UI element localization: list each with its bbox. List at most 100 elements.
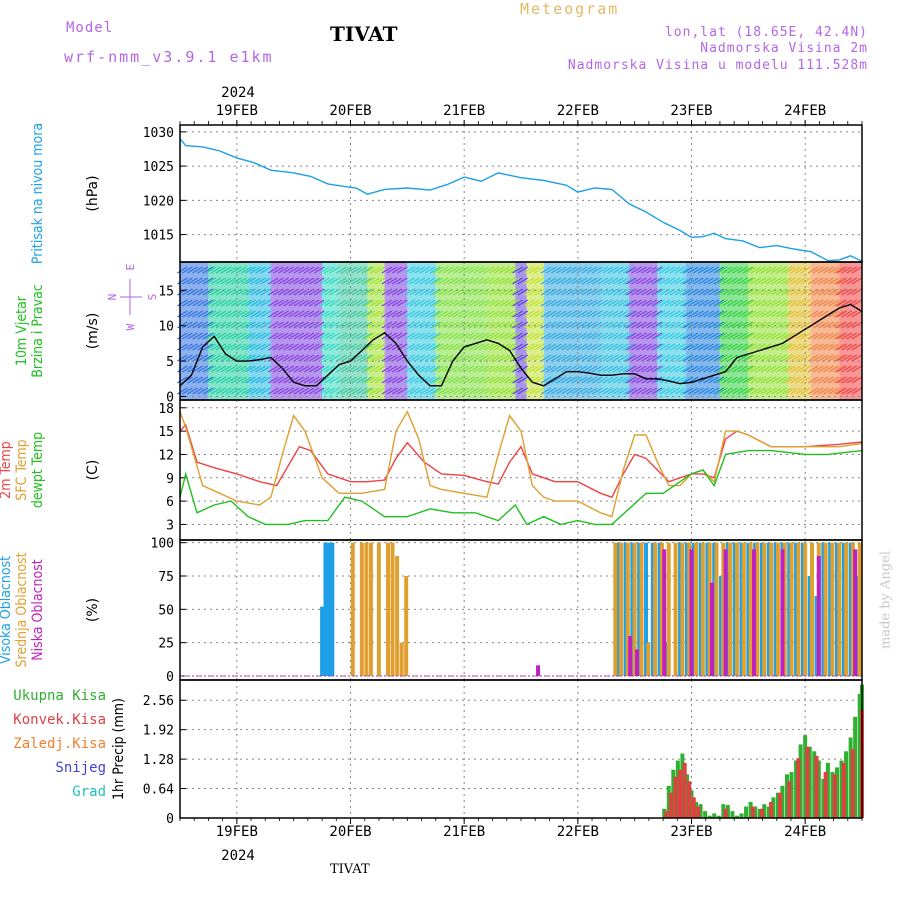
bar	[712, 813, 717, 818]
wind-barb	[236, 266, 247, 274]
wind-barb	[336, 266, 347, 274]
wind-barb	[716, 299, 728, 307]
wind-barb	[727, 299, 738, 307]
wind-barb	[504, 321, 515, 329]
wind-barb	[250, 332, 261, 340]
bottom-date-label: 24FEB	[784, 824, 826, 840]
wind-barb	[364, 321, 376, 329]
wind-barb	[341, 343, 352, 351]
wind-barb	[659, 266, 671, 274]
wind-barb	[800, 321, 812, 329]
wind-barb	[654, 387, 666, 395]
wind-barb	[841, 387, 852, 395]
wind-barb	[732, 299, 743, 307]
wind-barb	[636, 299, 647, 307]
wind-barb	[351, 387, 363, 395]
wind-barb	[313, 365, 325, 373]
wind-barb	[623, 310, 634, 318]
wind-barb	[602, 365, 614, 373]
wind-barb	[303, 343, 315, 351]
ytick-label: 6	[166, 495, 174, 510]
wind-barb	[225, 365, 237, 373]
ytick-label: 5	[166, 355, 174, 370]
wind-barb	[781, 321, 792, 329]
wind-barb	[245, 332, 256, 340]
wind-barb	[698, 266, 709, 274]
wind-barb	[483, 321, 495, 329]
wind-barb	[836, 365, 847, 373]
wind-barb	[453, 365, 464, 373]
wind-barb	[346, 299, 357, 307]
wind-barb	[750, 299, 762, 307]
wind-barb	[202, 376, 214, 384]
wind-barb	[669, 266, 681, 274]
wind-barb	[775, 387, 787, 395]
wind-barb	[716, 365, 728, 373]
wind-barb	[795, 365, 806, 373]
wind-barb	[533, 354, 545, 362]
wind-barb	[303, 376, 315, 384]
wind-barb	[828, 321, 839, 329]
wind-barb	[581, 299, 593, 307]
wind-barb	[651, 343, 663, 351]
wind-barb	[205, 266, 217, 274]
wind-barb	[283, 310, 294, 318]
wind-barb	[597, 354, 609, 362]
wind-barb	[576, 343, 588, 351]
wind-barb	[812, 299, 824, 307]
wind-barb	[374, 365, 386, 373]
bar	[399, 642, 404, 676]
wind-barb	[437, 277, 449, 285]
wind-barb	[812, 321, 824, 329]
bar	[759, 542, 764, 676]
wind-barb	[742, 332, 754, 340]
wind-barb	[785, 332, 796, 340]
wind-barb	[732, 376, 743, 384]
wind-barb	[308, 321, 320, 329]
wind-barb	[708, 332, 719, 340]
wind-barb	[586, 310, 598, 318]
wind-barb	[623, 343, 634, 351]
wind-barb	[424, 354, 436, 362]
wind-barb	[419, 376, 431, 384]
wind-barb	[230, 288, 242, 296]
wind-barb	[721, 299, 733, 307]
wind-barb	[727, 387, 738, 395]
wind-barb	[790, 321, 801, 329]
wind-barb	[612, 288, 624, 296]
wind-barb	[225, 266, 237, 274]
wind-barb	[215, 321, 227, 329]
bar	[739, 542, 744, 676]
wind-barb	[215, 365, 227, 373]
wind-barb	[341, 310, 352, 318]
wind-barb	[293, 354, 305, 362]
wind-barb	[308, 343, 320, 351]
wind-barb	[504, 387, 515, 395]
wind-barb	[732, 387, 743, 395]
wind-barb	[703, 299, 714, 307]
wind-barb	[512, 354, 523, 362]
wind-barb	[607, 354, 619, 362]
wind-barb	[566, 288, 577, 296]
wind-barb	[255, 365, 267, 373]
wind-barb	[241, 354, 252, 362]
wind-barb	[775, 376, 787, 384]
wind-barb	[641, 277, 652, 285]
wind-barb	[396, 266, 408, 274]
wind-band-12	[526, 262, 544, 400]
wind-barb	[841, 266, 852, 274]
wind-barb	[336, 299, 347, 307]
wind-barb	[785, 354, 796, 362]
wind-barb	[727, 332, 738, 340]
wind-barb	[288, 288, 300, 296]
wind-barb	[391, 332, 403, 340]
wind-barb	[545, 321, 557, 329]
wind-barb	[851, 288, 863, 296]
wind-barb	[210, 266, 222, 274]
wind-barb	[770, 332, 782, 340]
wind-barb	[414, 310, 426, 318]
bar	[841, 542, 846, 676]
wind-barb	[308, 365, 320, 373]
ytick-label: 100	[151, 537, 174, 552]
ytick-label: 0	[166, 670, 174, 685]
